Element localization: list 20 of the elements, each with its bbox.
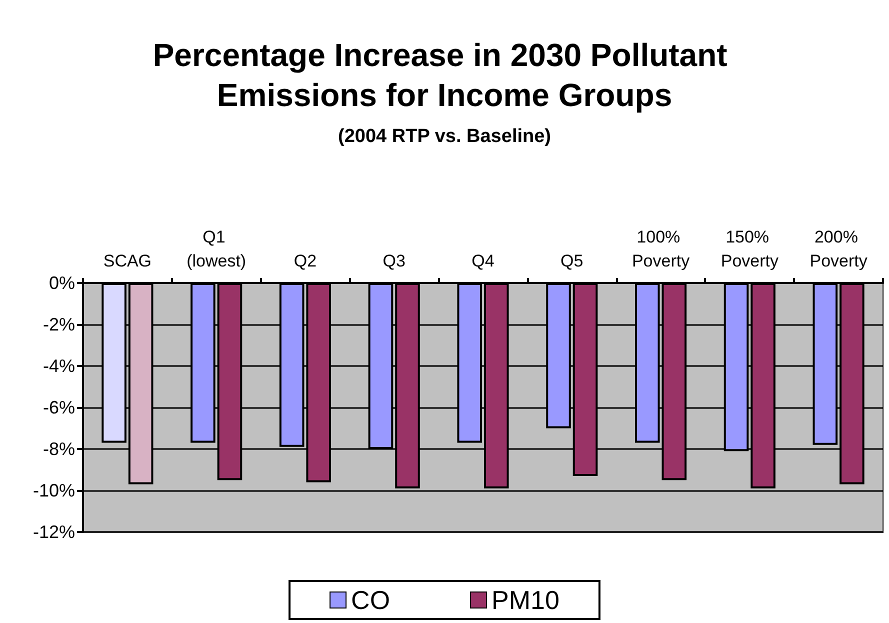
- x-tick-label: Q3: [382, 252, 406, 270]
- x-tick-label: 200% Poverty: [810, 228, 868, 270]
- y-tick-label: -8%: [42, 439, 75, 459]
- x-tick-label: Q4: [472, 252, 494, 270]
- chart-subtitle: (2004 RTP vs. Baseline): [338, 126, 551, 147]
- y-tick-label: -2%: [42, 314, 75, 334]
- y-tick-label: 0%: [48, 273, 75, 293]
- legend-label: CO: [351, 585, 390, 615]
- y-tick-label: -4%: [42, 356, 75, 376]
- x-tick-label: Q5: [560, 252, 584, 270]
- y-tick-label: -10%: [32, 480, 75, 500]
- y-tick-label: -6%: [42, 398, 75, 418]
- x-tick-label: SCAG: [103, 252, 152, 270]
- x-tick-label: 150% Poverty: [720, 228, 779, 270]
- x-tick-label: Q2: [294, 252, 317, 270]
- legend-label: PM10: [492, 585, 560, 615]
- chart-title: Percentage Increase in 2030 Pollutant Emissions for Income Groups: [152, 37, 736, 113]
- x-tick-label: 100% Poverty: [632, 228, 690, 270]
- x-tick-label: Q1 (lowest): [186, 228, 246, 270]
- y-tick-label: -12%: [32, 522, 75, 542]
